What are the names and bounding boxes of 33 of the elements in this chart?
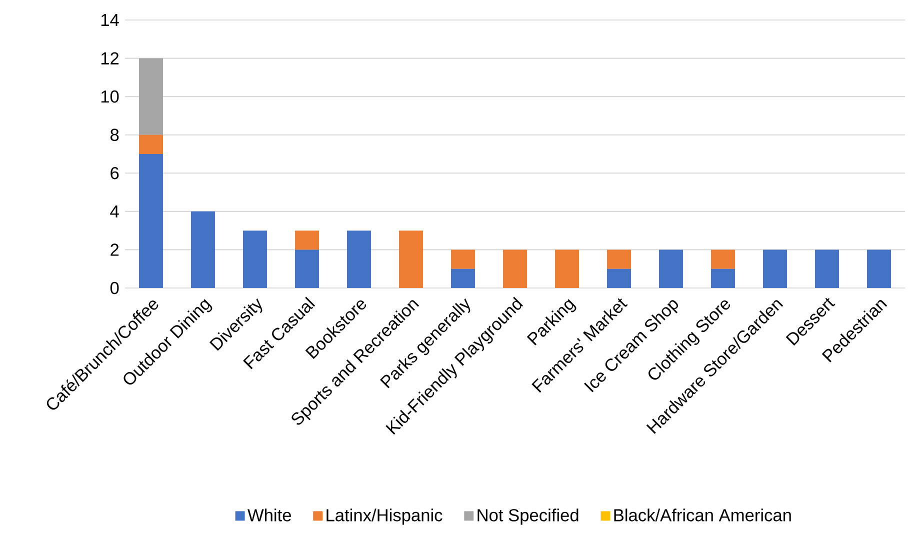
bar <box>607 250 632 269</box>
bar <box>139 134 163 154</box>
legend-label: Latinx/Hispanic <box>326 508 442 525</box>
bar <box>295 230 320 250</box>
legend-label: White <box>248 508 291 522</box>
y-tick-label: 0 <box>110 282 119 294</box>
bar <box>451 268 476 288</box>
bar <box>503 250 528 288</box>
bar <box>191 211 215 288</box>
bar <box>139 58 163 135</box>
y-tick-label: 8 <box>110 128 119 141</box>
bar <box>815 250 840 288</box>
bar <box>711 250 736 269</box>
bar <box>243 230 268 288</box>
y-tick-label: 14 <box>101 14 119 26</box>
y-tick-label: 4 <box>110 205 119 218</box>
bar <box>399 230 424 288</box>
bar <box>139 154 163 288</box>
y-tick-label: 6 <box>110 167 119 180</box>
y-tick-label: 2 <box>110 244 119 256</box>
y-tick-label: 12 <box>101 52 119 64</box>
legend-label: Not Specified <box>478 508 578 525</box>
bar <box>295 250 320 288</box>
bar <box>607 268 632 288</box>
bar <box>555 250 580 288</box>
bar <box>763 250 788 288</box>
y-tick-label: 10 <box>101 90 119 103</box>
bar <box>711 268 736 288</box>
bar <box>451 250 476 269</box>
bar <box>867 250 892 288</box>
bar <box>347 230 371 288</box>
bar <box>659 250 684 288</box>
legend-label: Black/African American <box>614 508 791 522</box>
